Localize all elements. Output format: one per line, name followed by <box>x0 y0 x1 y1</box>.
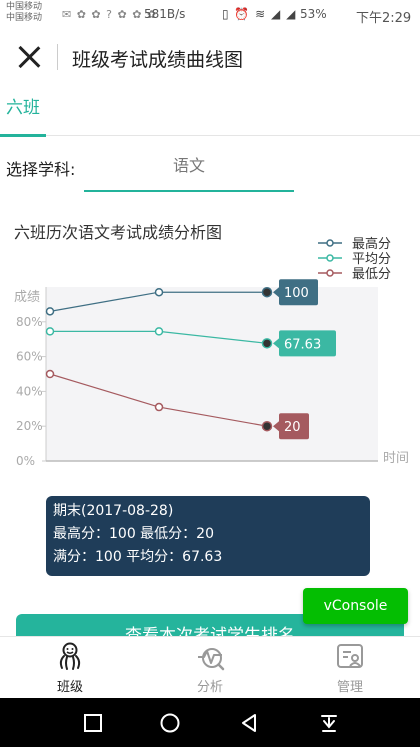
data-point <box>261 286 273 298</box>
legend-label: 最高分 <box>352 236 391 252</box>
data-point <box>45 327 55 336</box>
subject-select[interactable]: 语文 <box>84 148 294 192</box>
tooltip-max-min: 最高分：100 最低分：20 <box>53 526 214 542</box>
clock: 下午2:29 <box>356 11 412 26</box>
nav-label-manage: 管理 <box>336 680 363 695</box>
y-axis-label: 成绩 <box>14 290 40 305</box>
carrier-1: 中国移动 <box>6 2 43 12</box>
home-icon[interactable] <box>157 710 183 736</box>
notification-icons: ✉ ✿ ✿ ? ✿ ✿ ✿ <box>62 8 158 21</box>
legend-marker <box>326 239 334 247</box>
tab-class-6[interactable]: 六班 <box>0 84 46 137</box>
legend-marker <box>326 269 334 277</box>
nav-item-manage[interactable]: 管理 <box>280 637 420 699</box>
bottom-nav: 班级 分析 管理 <box>0 636 420 698</box>
data-point <box>154 402 164 412</box>
tooltip-full-avg: 满分：100 平均分：67.63 <box>53 549 223 565</box>
chart-title: 六班历次语文考试成绩分析图 <box>14 223 223 242</box>
manage-icon <box>337 644 363 668</box>
nav-item-class[interactable]: 班级 <box>0 637 140 699</box>
y-tick-label: 80% <box>16 315 43 329</box>
system-icons: ▯ ⏰ ≋ ◢ ◢ <box>222 7 297 21</box>
system-nav-bar <box>0 698 420 747</box>
x-axis-label: 时间 <box>383 451 409 466</box>
title-divider <box>57 44 58 70</box>
data-point <box>45 307 55 316</box>
status-bar: 中国移动 中国移动 ✉ ✿ ✿ ? ✿ ✿ ✿ 581B/s ▯ ⏰ ≋ ◢ ◢… <box>0 0 420 30</box>
hide-nav-icon[interactable] <box>316 710 342 736</box>
subject-value: 语文 <box>172 156 205 175</box>
data-point <box>154 287 164 297</box>
end-label-text: 20 <box>284 420 301 435</box>
class-tabs: 六班 <box>0 84 420 137</box>
network-speed: 581B/s <box>144 7 186 21</box>
nav-item-analysis[interactable]: 分析 <box>140 637 280 699</box>
y-tick-label: 40% <box>16 384 43 398</box>
battery-level: 53% <box>300 7 327 21</box>
carrier-info: 中国移动 中国移动 <box>6 2 42 24</box>
data-point <box>261 420 273 432</box>
end-label-pointer <box>273 338 279 349</box>
score-chart: 六班历次语文考试成绩分析图 成绩 0% 20% 40% 60% 80% 时间 最高分 平均分 最低… <box>0 205 420 480</box>
legend-label: 最低分 <box>352 267 391 282</box>
end-label-text: 67.63 <box>284 337 321 352</box>
title-bar: 班级考试成绩曲线图 <box>0 30 420 84</box>
tooltip-exam: 期末(2017-08-28) <box>53 503 174 519</box>
nav-label-class: 班级 <box>56 680 83 695</box>
end-label-box <box>279 330 336 357</box>
data-point <box>261 338 273 349</box>
y-tick-label: 0% <box>16 454 35 468</box>
y-tick-label: 60% <box>16 350 43 364</box>
end-label-pointer <box>273 287 279 298</box>
class-icon <box>59 642 81 670</box>
end-label-pointer <box>273 421 279 432</box>
plot-area <box>46 287 378 461</box>
back-icon[interactable] <box>236 710 262 736</box>
y-tick-label: 20% <box>16 419 43 433</box>
tab-label: 六班 <box>6 98 40 118</box>
recent-apps-icon[interactable] <box>80 710 106 736</box>
nav-label-analysis: 分析 <box>196 680 223 695</box>
close-icon[interactable] <box>14 42 44 72</box>
chart-tooltip: 期末(2017-08-28) 最高分：100 最低分：20 满分：100 平均分… <box>46 496 370 576</box>
carrier-2: 中国移动 <box>6 13 43 23</box>
end-label-text: 100 <box>284 286 309 301</box>
legend-marker <box>326 254 334 262</box>
tab-active-indicator <box>0 134 46 137</box>
subject-row: 选择学科: 语文 <box>0 140 420 196</box>
page-title: 班级考试成绩曲线图 <box>72 49 244 71</box>
legend-label: 平均分 <box>352 252 391 267</box>
data-point <box>45 369 55 379</box>
subject-label: 选择学科: <box>6 160 76 179</box>
data-point <box>154 327 164 336</box>
end-label-box <box>279 413 309 440</box>
end-label-box <box>279 279 318 306</box>
analysis-icon <box>198 648 225 671</box>
vconsole-button[interactable]: vConsole <box>303 588 408 624</box>
